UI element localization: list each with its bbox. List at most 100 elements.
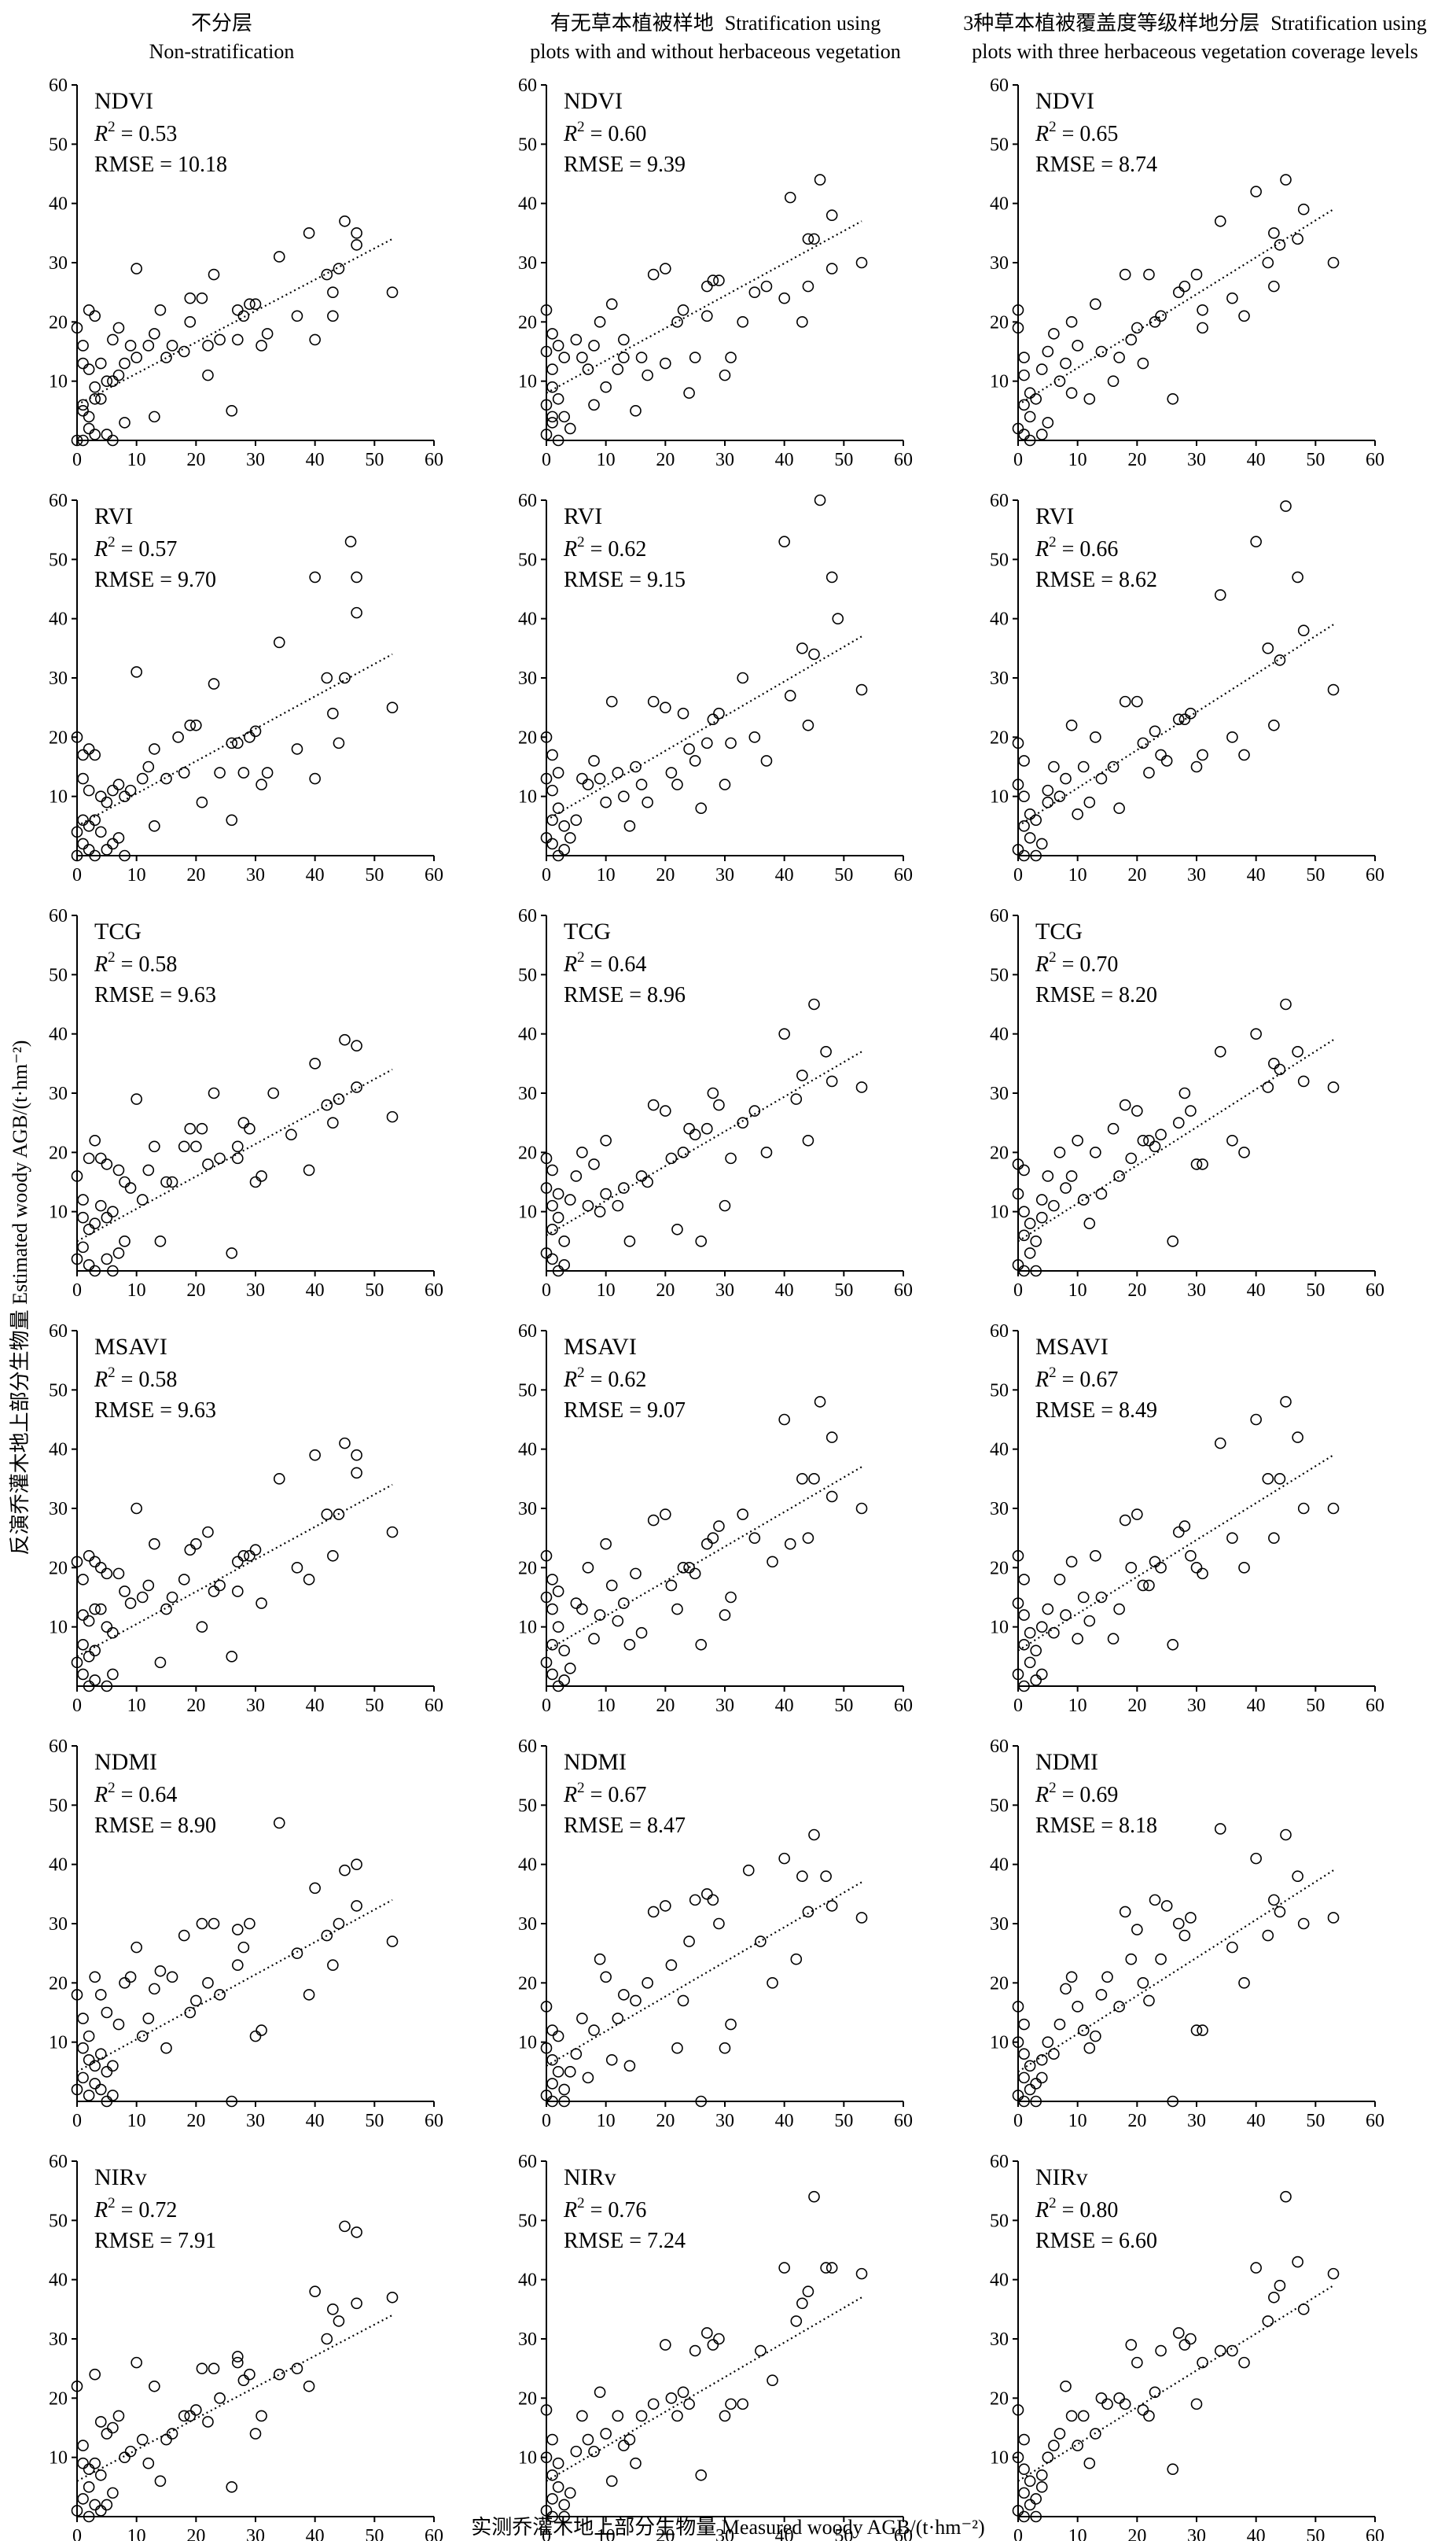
- data-point: [827, 263, 837, 274]
- data-point: [340, 1035, 350, 1045]
- data-point: [696, 803, 706, 813]
- data-point: [333, 2316, 344, 2326]
- data-point: [328, 287, 338, 297]
- data-point: [565, 2488, 575, 2498]
- data-point: [1329, 1504, 1339, 1514]
- data-point: [90, 1136, 100, 1146]
- panel-index-name: TCG: [1035, 919, 1083, 945]
- data-point: [328, 1118, 338, 1128]
- data-point: [690, 2346, 700, 2356]
- x-tick-label: 20: [656, 865, 675, 886]
- data-point: [340, 1865, 350, 1876]
- y-tick-label: 50: [49, 1795, 68, 1816]
- data-point: [1144, 1580, 1154, 1590]
- data-point: [767, 1556, 778, 1567]
- data-point: [779, 1029, 789, 1039]
- data-point: [1197, 1159, 1208, 1169]
- data-point: [233, 305, 243, 315]
- data-point: [696, 2470, 706, 2480]
- data-point: [388, 1112, 398, 1122]
- data-point: [1292, 1047, 1303, 1057]
- regression-line: [546, 1467, 862, 1651]
- data-point: [1292, 2257, 1303, 2267]
- data-point: [78, 838, 88, 849]
- data-point: [547, 838, 557, 849]
- y-tick-label: 40: [990, 609, 1009, 630]
- data-point: [1025, 2476, 1035, 2486]
- data-point: [583, 1563, 593, 1573]
- panel-rmse: RMSE = 8.96: [564, 983, 686, 1007]
- data-point: [1174, 2328, 1184, 2338]
- data-point: [1329, 258, 1339, 268]
- data-point: [1084, 394, 1094, 404]
- data-point: [720, 779, 730, 790]
- y-tick-label: 10: [49, 372, 68, 392]
- y-tick-label: 60: [990, 75, 1009, 96]
- data-point: [702, 1124, 712, 1134]
- data-point: [191, 1995, 201, 2005]
- data-point: [226, 1248, 237, 1258]
- scatter-panel: 0 101020203030404050506060MSAVIR2 = 0.58R…: [49, 1321, 443, 1716]
- y-tick-label: 10: [990, 372, 1009, 392]
- data-point: [84, 2055, 94, 2065]
- data-point: [678, 2387, 689, 2397]
- x-tick-label: 20: [186, 2526, 205, 2541]
- data-point: [553, 1213, 564, 1223]
- data-point: [1269, 720, 1279, 731]
- data-point: [1061, 2381, 1071, 2392]
- data-point: [690, 1895, 700, 1905]
- data-point: [245, 299, 255, 309]
- panel-index-name: NDMI: [564, 1749, 627, 1775]
- data-point: [197, 1919, 207, 1929]
- data-point: [209, 1586, 219, 1596]
- panel-r2: R2 = 0.58: [94, 949, 177, 977]
- data-point: [857, 1913, 867, 1923]
- data-point: [702, 282, 712, 292]
- data-point: [96, 1604, 106, 1615]
- data-point: [779, 2263, 789, 2273]
- data-point: [185, 2008, 195, 2018]
- data-point: [672, 2043, 682, 2053]
- x-tick-label: 0: [72, 450, 82, 470]
- data-point: [251, 2031, 261, 2042]
- data-point: [155, 2476, 165, 2486]
- data-point: [185, 2410, 195, 2421]
- data-point: [1079, 2410, 1089, 2421]
- data-point: [797, 2298, 807, 2308]
- x-tick-label: 0: [542, 1696, 551, 1716]
- data-point: [637, 2410, 647, 2421]
- y-tick-label: 60: [49, 906, 68, 926]
- panel-r2: R2 = 0.60: [563, 119, 646, 146]
- data-point: [720, 2043, 730, 2053]
- data-point: [660, 1901, 671, 1911]
- data-point: [113, 2020, 123, 2030]
- y-tick-label: 40: [518, 1025, 537, 1045]
- data-point: [827, 1491, 837, 1501]
- y-tick-label: 20: [518, 1558, 537, 1578]
- data-point: [1239, 749, 1249, 760]
- data-point: [660, 702, 671, 713]
- y-tick-label: 10: [518, 1202, 537, 1223]
- x-tick-label: 0: [72, 865, 82, 886]
- x-tick-label: 30: [1187, 1280, 1206, 1301]
- panel-rmse: RMSE = 9.70: [94, 568, 216, 592]
- y-tick-label: 50: [518, 550, 537, 570]
- scatter-panel: 0 10 10 20 20 30 30 40 40 50 50 60 60 NDMI R2 = 0.69 RM…: [990, 1736, 1384, 2131]
- data-point: [1037, 1213, 1047, 1223]
- data-point: [1192, 1563, 1202, 1573]
- regression-line: [1018, 1040, 1333, 1241]
- data-point: [612, 364, 623, 374]
- x-tick-label: 40: [306, 1280, 325, 1301]
- data-point: [1061, 1183, 1071, 1193]
- data-point: [559, 1645, 569, 1655]
- data-point: [126, 1183, 136, 1193]
- data-point: [1114, 352, 1124, 363]
- x-tick-label: 50: [365, 865, 384, 886]
- y-tick-label: 30: [49, 1084, 68, 1104]
- data-point: [90, 1556, 100, 1567]
- data-point: [1025, 2084, 1035, 2094]
- regression-line: [77, 2315, 392, 2481]
- x-tick-label: 0: [72, 2111, 82, 2131]
- data-point: [138, 2031, 148, 2042]
- data-point: [351, 1859, 362, 1869]
